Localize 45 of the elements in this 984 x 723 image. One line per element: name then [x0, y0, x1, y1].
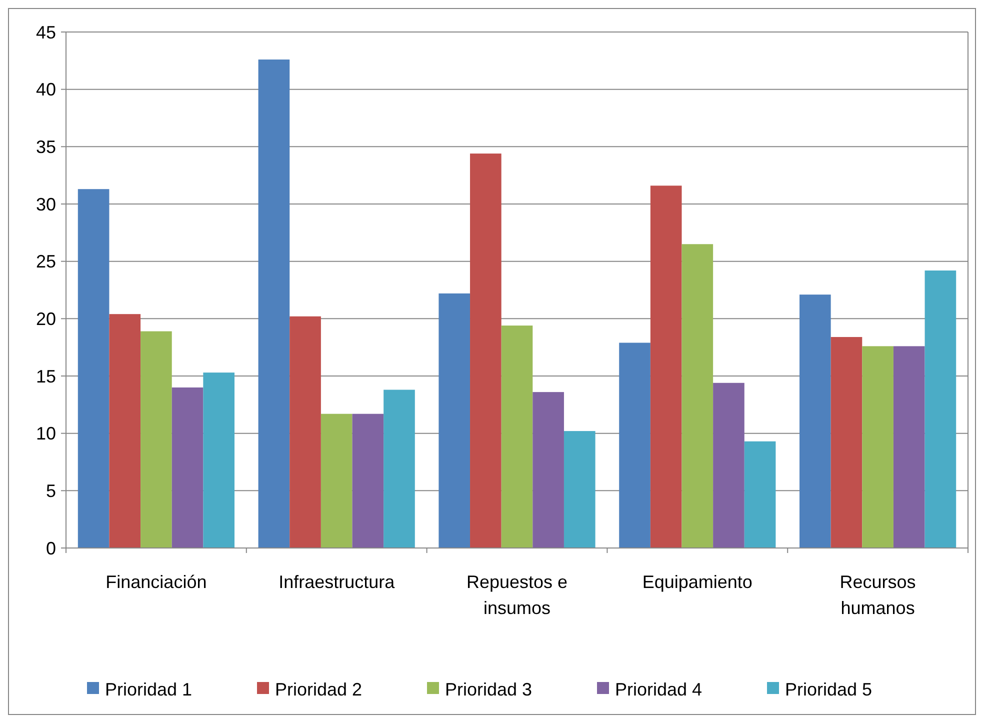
- y-tick-label: 45: [36, 22, 56, 42]
- bar: [744, 441, 776, 548]
- y-tick-label: 0: [46, 538, 56, 558]
- legend-label: Prioridad 2: [275, 679, 362, 700]
- bar: [384, 390, 415, 548]
- bar: [172, 387, 204, 548]
- bar: [893, 346, 925, 548]
- bar: [800, 294, 831, 548]
- bar: [140, 331, 172, 548]
- bar: [713, 382, 744, 548]
- bar: [619, 342, 650, 548]
- bar: [438, 293, 470, 548]
- legend-label: Prioridad 3: [445, 679, 532, 700]
- bar: [258, 60, 290, 548]
- y-tick-label: 25: [36, 252, 56, 272]
- y-tick-label: 30: [36, 194, 56, 214]
- bar: [830, 337, 862, 548]
- bar: [650, 186, 682, 548]
- bar: [290, 316, 321, 548]
- y-tick-label: 35: [36, 136, 56, 157]
- y-tick-label: 15: [36, 366, 56, 386]
- bar: [320, 414, 352, 548]
- y-tick-label: 40: [36, 80, 56, 100]
- x-tick-label: Recursos humanos: [840, 572, 916, 618]
- bar: [470, 154, 502, 548]
- bar: [109, 314, 141, 548]
- bar: [862, 346, 894, 548]
- legend-label: Prioridad 4: [615, 679, 702, 700]
- bar: [564, 431, 596, 548]
- bar: [501, 326, 533, 548]
- y-tick-label: 20: [36, 308, 56, 329]
- y-tick-label: 5: [46, 480, 56, 501]
- y-tick-label: 10: [36, 424, 56, 444]
- x-tick-label: Infraestructura: [278, 572, 396, 592]
- legend-label: Prioridad 1: [105, 679, 192, 700]
- bar: [532, 392, 564, 548]
- x-tick-label: Repuestos e insumos: [466, 572, 568, 618]
- bar: [78, 189, 110, 548]
- bar: [352, 414, 384, 548]
- bar: [924, 270, 956, 548]
- x-tick-label: Financiación: [106, 572, 207, 592]
- bar: [203, 372, 234, 548]
- bar: [682, 244, 714, 548]
- legend-label: Prioridad 5: [785, 679, 872, 700]
- x-tick-label: Equipamiento: [642, 572, 752, 592]
